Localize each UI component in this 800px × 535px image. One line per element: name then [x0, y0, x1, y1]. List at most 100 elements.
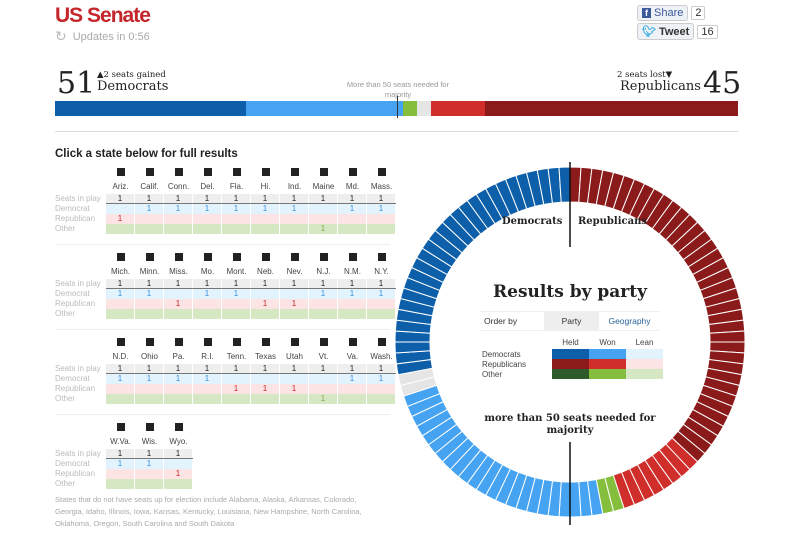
state-link[interactable]: Neb.: [251, 253, 280, 276]
state-link[interactable]: Ohio: [135, 338, 164, 361]
state-link[interactable]: N.Y.: [367, 253, 396, 276]
share-button[interactable]: f Share: [637, 5, 689, 21]
state-link[interactable]: W.Va.: [106, 423, 135, 446]
state-link[interactable]: R.I.: [193, 338, 222, 361]
empty-cell: [367, 214, 395, 224]
state-name: Mont.: [226, 267, 247, 276]
state-link[interactable]: Ind.: [280, 168, 309, 191]
state-link[interactable]: Mass.: [367, 168, 396, 191]
state-name: Conn.: [167, 182, 190, 191]
state-link[interactable]: Minn.: [135, 253, 164, 276]
update-timer: ↻ Updates in 0:56: [55, 28, 150, 45]
state-link[interactable]: Mich.: [106, 253, 135, 276]
seat-value: 1: [106, 289, 134, 299]
legend-row-label: Democrats: [482, 349, 521, 359]
legend-swatch: [589, 359, 626, 369]
row-label: Democrat: [55, 289, 90, 298]
seat-value: 1: [309, 394, 337, 404]
tab-party[interactable]: Party: [544, 312, 599, 330]
seat-value: 1: [309, 364, 337, 374]
seat-value: 1: [164, 204, 192, 214]
state-name: Va.: [346, 352, 359, 361]
state-link[interactable]: Miss.: [164, 253, 193, 276]
state-link[interactable]: Mo.: [193, 253, 222, 276]
tab-geography[interactable]: Geography: [608, 316, 651, 326]
seat-segment-dem-held[interactable]: [394, 341, 431, 354]
donut-dem-label: Democrats: [502, 216, 563, 227]
state-link[interactable]: Maine: [309, 168, 338, 191]
state-shape-icon: [203, 253, 212, 261]
dem-change: ▲2 seats gained: [97, 70, 166, 80]
empty-cell: [367, 309, 395, 319]
seat-value: 1: [222, 204, 250, 214]
state-shape-icon: [319, 338, 328, 346]
state-link[interactable]: Calif.: [135, 168, 164, 191]
empty-cell: [164, 214, 192, 224]
seat-value: 1: [251, 384, 279, 394]
state-link[interactable]: Mont.: [222, 253, 251, 276]
empty-cell: [367, 224, 395, 234]
row-label: Republican: [55, 469, 96, 478]
empty-cell: [309, 299, 337, 309]
refresh-icon[interactable]: ↻: [55, 28, 67, 44]
seat-segment-dem-won[interactable]: [569, 481, 582, 518]
state-link[interactable]: Ariz.: [106, 168, 135, 191]
majority-note: More than 50 seats needed for majority: [346, 80, 450, 99]
empty-cell: [193, 214, 221, 224]
seat-value: 1: [164, 299, 192, 309]
empty-cell: [135, 214, 163, 224]
empty-cell: [280, 309, 308, 319]
state-link[interactable]: Fla.: [222, 168, 251, 191]
state-link[interactable]: Hi.: [251, 168, 280, 191]
state-link[interactable]: Vt.: [309, 338, 338, 361]
seat-value: 1: [135, 449, 163, 459]
empty-cell: [222, 309, 250, 319]
state-shape-icon: [348, 168, 357, 176]
state-shape-icon: [116, 423, 125, 431]
state-link[interactable]: Va.: [338, 338, 367, 361]
state-link[interactable]: N.D.: [106, 338, 135, 361]
tweet-label: Tweet: [658, 25, 690, 38]
row-label: Other: [55, 394, 76, 403]
state-link[interactable]: Pa.: [164, 338, 193, 361]
seat-value: 1: [367, 374, 395, 384]
state-link[interactable]: Nev.: [280, 253, 309, 276]
state-link[interactable]: Conn.: [164, 168, 193, 191]
state-link[interactable]: N.M.: [338, 253, 367, 276]
empty-cell: [135, 479, 163, 489]
empty-cell: [193, 384, 221, 394]
state-shape-icon: [174, 168, 183, 176]
seat-value: 1: [222, 289, 250, 299]
bar-segment-dem-won: [246, 101, 404, 116]
seat-value: 1: [338, 374, 366, 384]
state-shape-icon: [261, 253, 270, 261]
seat-segment-rep-held[interactable]: [709, 330, 746, 343]
row-label: Seats in play: [55, 364, 101, 373]
empty-cell: [164, 394, 192, 404]
empty-cell: [164, 479, 192, 489]
legend-swatch: [589, 349, 626, 359]
donut-majority-note: more than 50 seats needed for majority: [484, 413, 656, 436]
state-table: Seats in play Democrat Republican Other Ariz…: [55, 165, 396, 245]
twitter-bird-icon: 🐦︎: [642, 26, 656, 38]
state-link[interactable]: Utah: [280, 338, 309, 361]
state-link[interactable]: Wash.: [367, 338, 396, 361]
state-link[interactable]: Wis.: [135, 423, 164, 446]
empty-cell: [309, 384, 337, 394]
state-link[interactable]: Texas: [251, 338, 280, 361]
state-shape-icon: [290, 168, 299, 176]
state-name: N.J.: [316, 267, 331, 276]
empty-cell: [222, 374, 250, 384]
empty-cell: [135, 384, 163, 394]
seat-value: 1: [367, 194, 395, 204]
state-link[interactable]: Tenn.: [222, 338, 251, 361]
row-label: Seats in play: [55, 194, 101, 203]
state-link[interactable]: Del.: [193, 168, 222, 191]
state-link[interactable]: Wyo.: [164, 423, 193, 446]
state-name: Calif.: [140, 182, 159, 191]
seat-segment-dem-held[interactable]: [558, 166, 571, 203]
results-donut: [394, 162, 746, 525]
state-link[interactable]: N.J.: [309, 253, 338, 276]
state-link[interactable]: Md.: [338, 168, 367, 191]
tweet-button[interactable]: 🐦︎ Tweet: [637, 23, 695, 40]
